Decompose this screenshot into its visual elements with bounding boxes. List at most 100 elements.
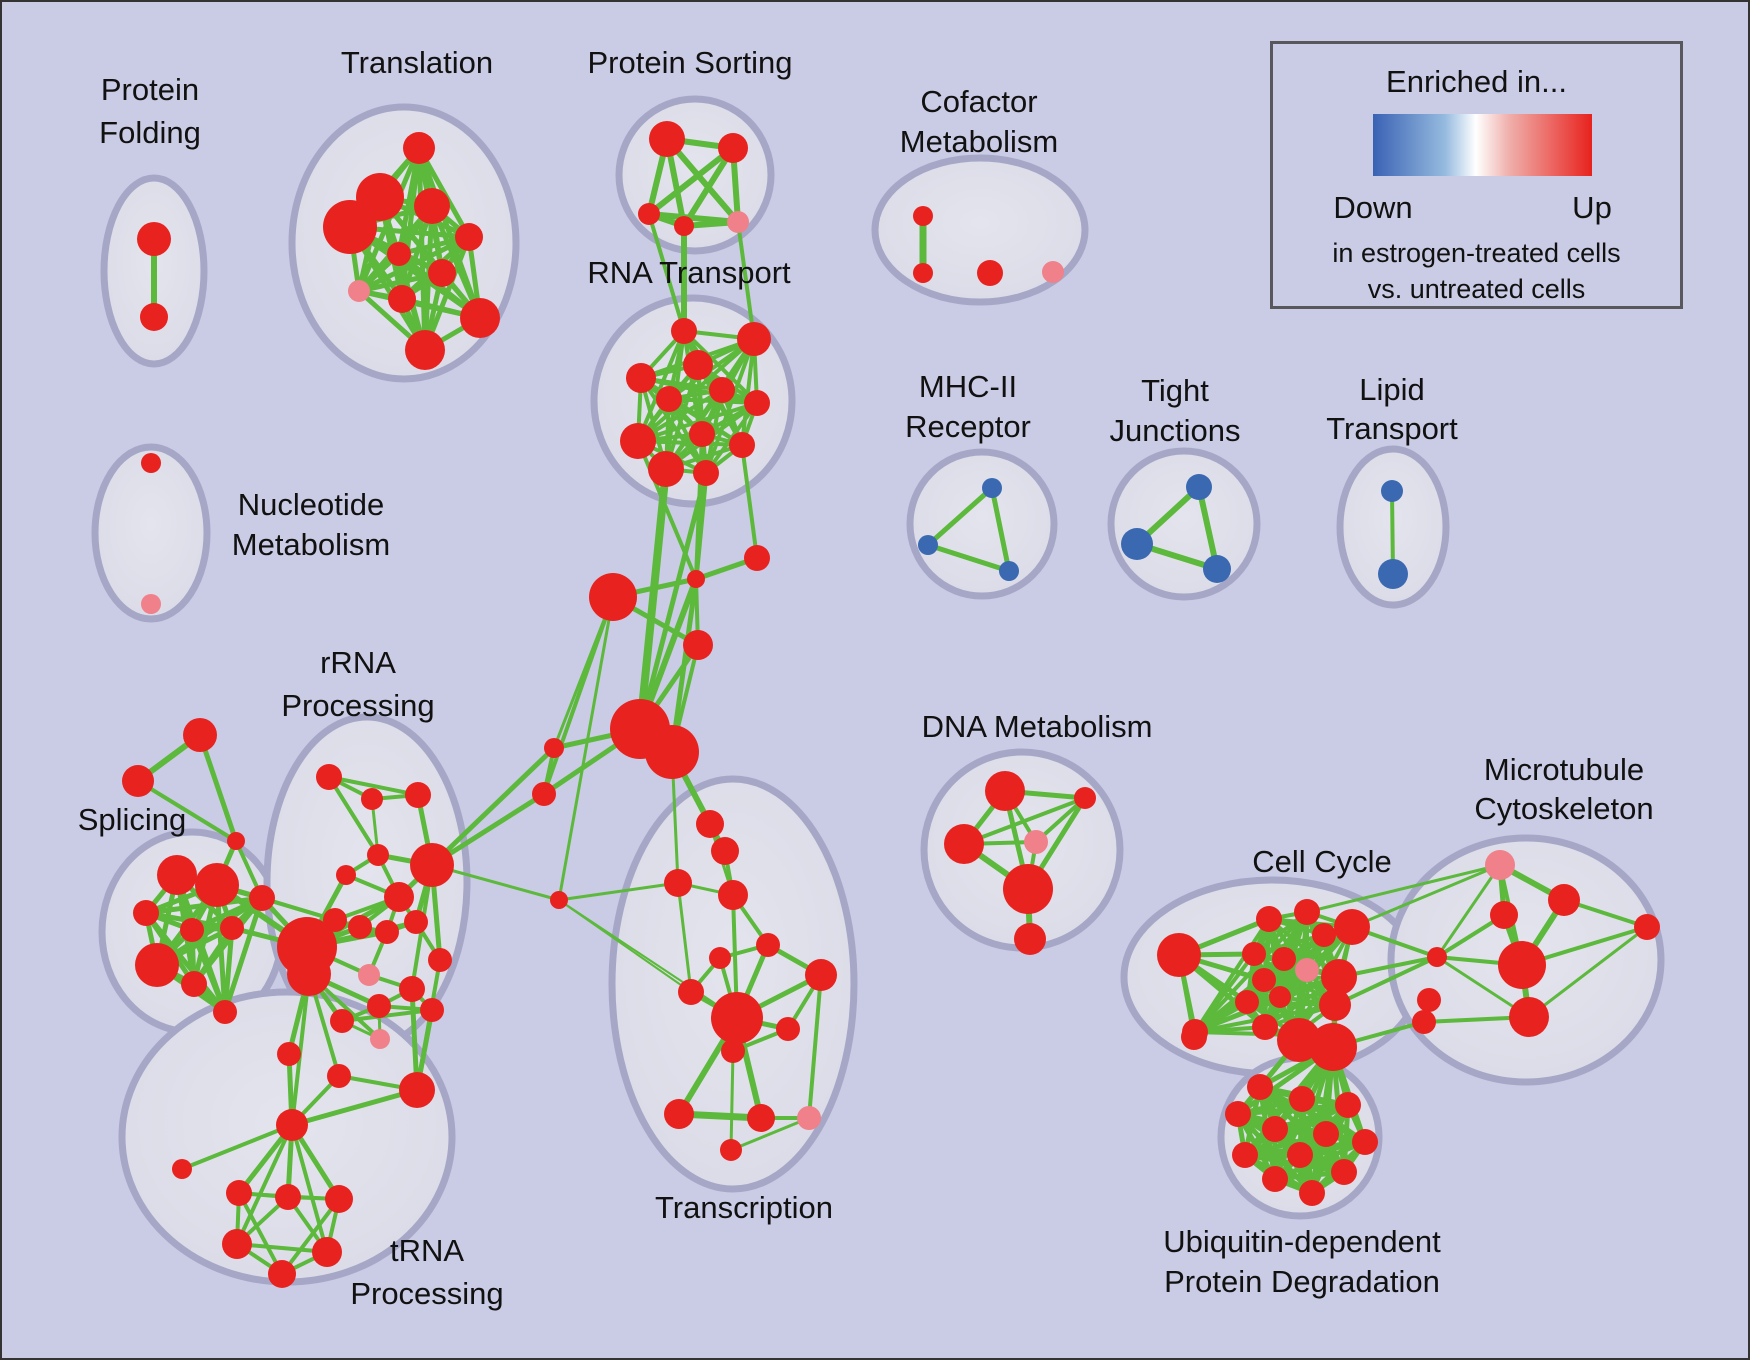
gene-set-node-cell_cycle-8[interactable]	[1321, 959, 1357, 995]
gene-set-node-dna-0[interactable]	[985, 771, 1025, 811]
gene-set-node-ubiquitin-11[interactable]	[1299, 1180, 1325, 1206]
gene-set-node-rrna-15[interactable]	[399, 1072, 435, 1108]
gene-set-node-splicing-1[interactable]	[195, 863, 239, 907]
gene-set-node-protein_sorting-2[interactable]	[638, 203, 660, 225]
gene-set-node-splicing-0[interactable]	[157, 855, 197, 895]
gene-set-node-splicing_triangle-0[interactable]	[183, 718, 217, 752]
gene-set-node-rrna-13[interactable]	[277, 1042, 301, 1066]
gene-set-node-transcription-3[interactable]	[683, 630, 713, 660]
gene-set-node-rrna-21[interactable]	[370, 1029, 390, 1049]
gene-set-node-cell_cycle-3[interactable]	[1312, 923, 1336, 947]
gene-set-node-microtubule-8[interactable]	[1634, 914, 1660, 940]
gene-set-node-dna-2[interactable]	[944, 824, 984, 864]
gene-set-node-cell_cycle-6[interactable]	[1272, 947, 1296, 971]
gene-set-node-rna_transport-3[interactable]	[626, 363, 656, 393]
gene-set-node-cofactor-2[interactable]	[977, 260, 1003, 286]
gene-set-node-trna-6[interactable]	[312, 1237, 342, 1267]
gene-set-node-trna-3[interactable]	[275, 1184, 301, 1210]
gene-set-node-cell_cycle-1[interactable]	[1256, 906, 1282, 932]
gene-set-node-cofactor-3[interactable]	[1042, 261, 1064, 283]
gene-set-node-splicing-7[interactable]	[213, 1000, 237, 1024]
gene-set-node-nucleotide-1[interactable]	[141, 594, 161, 614]
gene-set-node-transcription-18[interactable]	[776, 1017, 800, 1041]
gene-set-node-ubiquitin-7[interactable]	[1232, 1142, 1258, 1168]
gene-set-node-translation-3[interactable]	[323, 200, 377, 254]
gene-set-node-cell_cycle-7[interactable]	[1295, 958, 1319, 982]
gene-set-node-cell_cycle-2[interactable]	[1294, 899, 1320, 925]
gene-set-node-translation-9[interactable]	[460, 298, 500, 338]
gene-set-node-translation-8[interactable]	[388, 285, 416, 313]
gene-set-node-trna-4[interactable]	[325, 1185, 353, 1213]
gene-set-node-transcription-5[interactable]	[645, 725, 699, 779]
gene-set-node-translation-10[interactable]	[405, 330, 445, 370]
gene-set-node-dna-5[interactable]	[1014, 923, 1046, 955]
gene-set-node-transcription-10[interactable]	[550, 891, 568, 909]
gene-set-node-microtubule-5[interactable]	[1509, 997, 1549, 1037]
gene-set-node-ubiquitin-3[interactable]	[1225, 1101, 1251, 1127]
gene-set-node-trna-7[interactable]	[268, 1260, 296, 1288]
gene-set-node-protein_sorting-4[interactable]	[727, 211, 749, 233]
gene-set-node-cell_cycle-10[interactable]	[1235, 990, 1259, 1014]
gene-set-node-mhc-2[interactable]	[999, 561, 1019, 581]
gene-set-node-rrna-16[interactable]	[358, 964, 380, 986]
gene-set-node-transcription-1[interactable]	[744, 545, 770, 571]
gene-set-node-rna_transport-10[interactable]	[648, 451, 684, 487]
gene-set-node-rrna-1[interactable]	[361, 788, 383, 810]
gene-set-node-protein_sorting-0[interactable]	[649, 121, 685, 157]
gene-set-node-rrna-19[interactable]	[420, 998, 444, 1022]
gene-set-node-ubiquitin-4[interactable]	[1262, 1116, 1288, 1142]
gene-set-node-rna_transport-0[interactable]	[671, 318, 697, 344]
gene-set-node-dna-1[interactable]	[1074, 787, 1096, 809]
gene-set-node-ubiquitin-10[interactable]	[1331, 1159, 1357, 1185]
gene-set-node-microtubule-6[interactable]	[1417, 988, 1441, 1012]
gene-set-node-cell_cycle-13[interactable]	[1252, 1014, 1278, 1040]
gene-set-node-transcription-15[interactable]	[805, 959, 837, 991]
gene-set-node-cofactor-0[interactable]	[913, 206, 933, 226]
gene-set-node-splicing_triangle-2[interactable]	[227, 832, 245, 850]
gene-set-node-rna_transport-6[interactable]	[744, 390, 770, 416]
gene-set-node-rna_transport-5[interactable]	[656, 386, 682, 412]
gene-set-node-transcription-8[interactable]	[664, 869, 692, 897]
gene-set-node-transcription-14[interactable]	[709, 947, 731, 969]
gene-set-node-splicing_triangle-1[interactable]	[122, 765, 154, 797]
gene-set-node-lipid-1[interactable]	[1378, 559, 1408, 589]
gene-set-node-ubiquitin-2[interactable]	[1335, 1092, 1361, 1118]
gene-set-node-protein_folding-0[interactable]	[137, 222, 171, 256]
gene-set-node-ubiquitin-8[interactable]	[1287, 1142, 1313, 1168]
gene-set-node-microtubule-2[interactable]	[1490, 901, 1518, 929]
gene-set-node-rrna-5[interactable]	[410, 843, 454, 887]
gene-set-node-rrna-3[interactable]	[367, 844, 389, 866]
gene-set-node-splicing-3[interactable]	[180, 918, 204, 942]
gene-set-node-trna-5[interactable]	[222, 1229, 252, 1259]
gene-set-node-splicing-6[interactable]	[181, 971, 207, 997]
gene-set-node-transcription-20[interactable]	[664, 1099, 694, 1129]
gene-set-node-microtubule-3[interactable]	[1498, 941, 1546, 989]
gene-set-node-rna_transport-11[interactable]	[693, 460, 719, 486]
gene-set-node-lipid-0[interactable]	[1381, 480, 1403, 502]
gene-set-node-rna_transport-2[interactable]	[683, 350, 713, 380]
gene-set-node-dna-3[interactable]	[1024, 830, 1048, 854]
gene-set-node-cell_cycle-0[interactable]	[1157, 933, 1201, 977]
gene-set-node-microtubule-7[interactable]	[1412, 1010, 1436, 1034]
gene-set-node-cell_cycle-11[interactable]	[1269, 986, 1291, 1008]
gene-set-node-translation-7[interactable]	[348, 280, 370, 302]
gene-set-node-ubiquitin-9[interactable]	[1262, 1166, 1288, 1192]
gene-set-node-tight-1[interactable]	[1121, 528, 1153, 560]
gene-set-node-cell_cycle-9[interactable]	[1252, 968, 1276, 992]
gene-set-node-splicing-5[interactable]	[135, 943, 179, 987]
gene-set-node-cofactor-1[interactable]	[913, 263, 933, 283]
gene-set-node-protein_sorting-3[interactable]	[674, 216, 694, 236]
gene-set-node-rrna-10[interactable]	[404, 910, 428, 934]
gene-set-node-translation-5[interactable]	[387, 242, 411, 266]
gene-set-node-ubiquitin-1[interactable]	[1289, 1086, 1315, 1112]
gene-set-node-transcription-2[interactable]	[589, 573, 637, 621]
gene-set-node-rrna-9[interactable]	[375, 920, 399, 944]
gene-set-node-rna_transport-8[interactable]	[620, 423, 656, 459]
gene-set-node-translation-6[interactable]	[428, 259, 456, 287]
gene-set-node-rna_transport-9[interactable]	[729, 432, 755, 458]
gene-set-node-cell_cycle-18[interactable]	[1181, 1024, 1207, 1050]
gene-set-node-trna-2[interactable]	[226, 1180, 252, 1206]
gene-set-node-trna-1[interactable]	[172, 1159, 192, 1179]
gene-set-node-rna_transport-1[interactable]	[737, 322, 771, 356]
gene-set-node-transcription-11[interactable]	[544, 738, 564, 758]
